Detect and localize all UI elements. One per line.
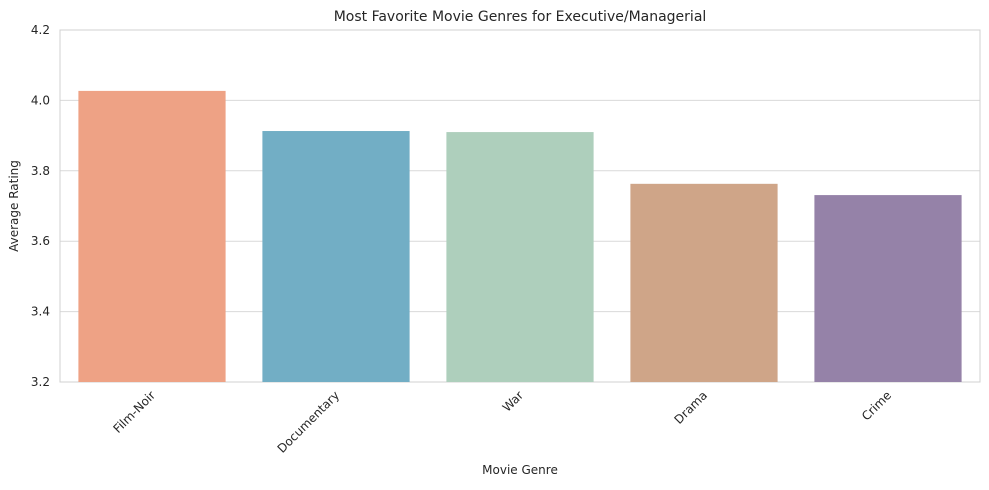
y-tick-label: 4.0 bbox=[31, 93, 50, 107]
bar bbox=[446, 132, 594, 382]
y-tick-label: 4.2 bbox=[31, 23, 50, 37]
bar bbox=[78, 90, 226, 383]
y-tick-label: 3.8 bbox=[31, 164, 50, 178]
x-tick-label: Crime bbox=[859, 388, 894, 423]
bar bbox=[262, 131, 410, 382]
y-axis-label: Average Rating bbox=[7, 160, 21, 252]
x-axis-label: Movie Genre bbox=[482, 463, 558, 477]
x-tick-label: War bbox=[500, 388, 526, 414]
x-tick-label: Drama bbox=[672, 388, 711, 427]
chart-title: Most Favorite Movie Genres for Executive… bbox=[334, 9, 707, 25]
x-tick-label: Film-Noir bbox=[111, 388, 159, 436]
y-tick-label: 3.6 bbox=[31, 234, 50, 248]
bar bbox=[630, 183, 778, 382]
y-tick-label: 3.4 bbox=[31, 305, 50, 319]
bar bbox=[814, 195, 962, 382]
x-tick-label: Documentary bbox=[275, 388, 343, 456]
y-tick-label: 3.2 bbox=[31, 375, 50, 389]
